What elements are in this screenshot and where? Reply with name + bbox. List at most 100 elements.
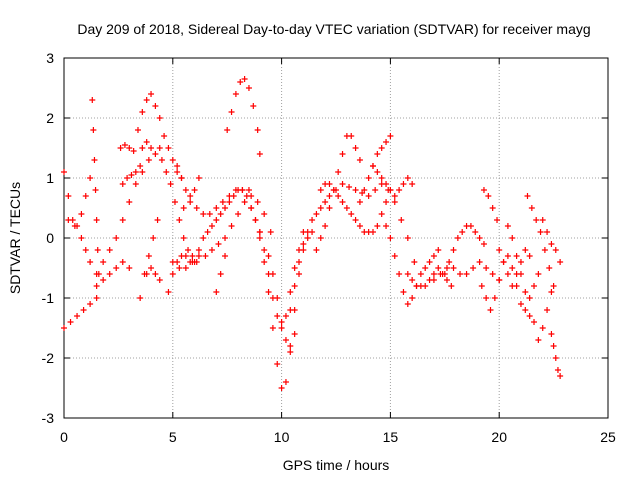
data-point <box>430 271 437 277</box>
data-point <box>391 199 398 205</box>
data-point <box>200 235 207 241</box>
series-track-30 <box>430 259 503 283</box>
data-point <box>106 271 113 277</box>
data-point <box>504 253 511 259</box>
data-point <box>174 169 181 175</box>
data-point <box>557 373 564 379</box>
data-point <box>287 343 294 349</box>
x-tick-label: 10 <box>274 429 290 445</box>
data-point <box>252 217 259 223</box>
x-tick-label: 25 <box>600 429 616 445</box>
data-point <box>430 277 437 283</box>
data-point <box>539 217 546 223</box>
data-point <box>352 145 359 151</box>
data-point <box>287 307 294 313</box>
data-point <box>250 103 257 109</box>
data-point <box>189 253 196 259</box>
data-point <box>89 97 96 103</box>
data-point <box>550 343 557 349</box>
data-point <box>443 277 450 283</box>
data-point <box>383 181 390 187</box>
data-point <box>145 253 152 259</box>
data-point <box>435 247 442 253</box>
data-point <box>87 175 94 181</box>
data-point <box>182 265 189 271</box>
data-point <box>217 271 224 277</box>
data-point <box>326 205 333 211</box>
data-point <box>169 157 176 163</box>
data-point <box>548 331 555 337</box>
data-point <box>71 223 78 229</box>
data-point <box>485 193 492 199</box>
data-point <box>317 205 324 211</box>
data-point <box>404 301 411 307</box>
y-tick-label: -3 <box>42 410 55 426</box>
data-point <box>261 259 268 265</box>
data-point <box>404 175 411 181</box>
series-track-19 <box>248 205 316 391</box>
data-point <box>232 187 239 193</box>
data-point <box>180 235 187 241</box>
series-track-33 <box>480 187 501 223</box>
y-tick-label: 1 <box>46 170 54 186</box>
data-point <box>346 184 353 190</box>
data-point <box>148 265 155 271</box>
data-point <box>554 367 561 373</box>
x-tick-label: 5 <box>169 429 177 445</box>
data-point <box>215 241 222 247</box>
data-point <box>535 337 542 343</box>
data-point <box>206 211 213 217</box>
data-point <box>317 235 324 241</box>
data-point <box>446 259 453 265</box>
data-point <box>93 295 100 301</box>
data-point <box>282 337 289 343</box>
data-point <box>526 253 533 259</box>
series-track-6 <box>117 142 137 154</box>
x-axis-label: GPS time / hours <box>283 457 390 473</box>
data-point <box>372 187 379 193</box>
data-point <box>317 187 324 193</box>
data-point <box>396 187 403 193</box>
series-track-38 <box>539 217 564 265</box>
data-point <box>195 247 202 253</box>
data-point <box>248 205 255 211</box>
data-point <box>489 205 496 211</box>
data-point <box>228 223 235 229</box>
data-point <box>467 223 474 229</box>
data-point <box>100 259 107 265</box>
data-point <box>404 271 411 277</box>
data-point <box>480 187 487 193</box>
data-point <box>228 109 235 115</box>
data-point <box>93 283 100 289</box>
data-point <box>94 247 101 253</box>
data-point <box>509 265 516 271</box>
series-track-17 <box>224 76 263 157</box>
data-point <box>163 169 170 175</box>
data-point <box>274 361 281 367</box>
data-point <box>200 211 207 217</box>
data-point <box>491 295 498 301</box>
data-point <box>552 247 559 253</box>
data-point <box>356 199 363 205</box>
data-point <box>182 253 189 259</box>
data-point <box>261 211 268 217</box>
series-track-4 <box>89 97 102 277</box>
series-track-22 <box>287 193 333 313</box>
series-track-5 <box>93 157 152 289</box>
data-point <box>239 187 246 193</box>
data-point <box>191 187 198 193</box>
data-point <box>430 253 437 259</box>
data-point <box>522 307 529 313</box>
data-point <box>409 277 416 283</box>
data-point <box>374 223 381 229</box>
data-point <box>256 151 263 157</box>
data-point <box>241 199 248 205</box>
data-point <box>265 289 272 295</box>
data-point <box>121 142 128 148</box>
data-point <box>378 145 385 151</box>
data-point <box>296 259 303 265</box>
data-point <box>369 163 376 169</box>
data-point <box>398 217 405 223</box>
data-point <box>152 151 159 157</box>
